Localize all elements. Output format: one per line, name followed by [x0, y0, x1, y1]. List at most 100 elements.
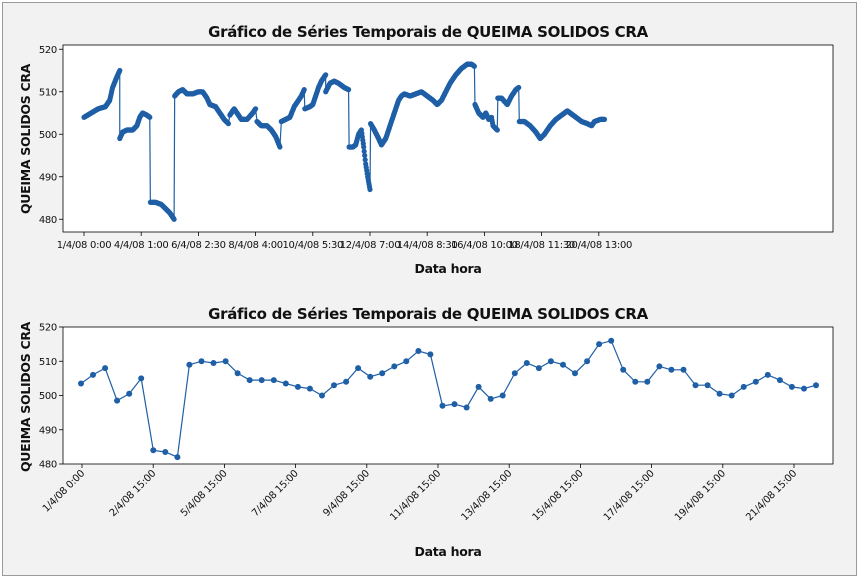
chart1-x-tick-label: 4/4/08 1:00	[114, 240, 169, 251]
chart2-x-tick-label: 19/4/08 15:00	[673, 468, 728, 523]
chart2-data-point	[776, 377, 783, 384]
chart2-data-point	[415, 348, 422, 354]
chart1-series-segment	[323, 78, 352, 95]
chart1-data-point	[516, 84, 522, 91]
chart1-data-point	[171, 216, 177, 222]
chart2-data-point	[801, 385, 807, 392]
chart1-y-axis-label: QUEIMA SOLIDOS CRA	[18, 63, 33, 214]
chart1-data-point	[301, 87, 307, 93]
chart2-data-point	[114, 397, 121, 404]
chart2-x-tick-label: 2/4/08 15:00	[108, 468, 159, 519]
chart2-data-point	[222, 358, 229, 365]
chart1-data-point	[362, 152, 368, 159]
chart1-series-segment	[227, 106, 259, 122]
chart2-data-point	[186, 361, 193, 368]
chart1-x-tick-label: 10/4/08 5:30	[283, 240, 344, 251]
chart2-data-point	[234, 370, 241, 377]
chart2-data-point	[499, 392, 506, 399]
chart2-x-tick-label: 15/4/08 15:00	[531, 468, 586, 523]
chart2-data-point	[547, 358, 554, 365]
chart1-series-connector	[369, 123, 372, 190]
chart1-series-connector	[496, 98, 499, 131]
chart2-data-point	[813, 382, 819, 389]
chart2-data-point	[343, 378, 350, 385]
chart2-data-point	[560, 361, 566, 368]
chart2-data-point	[680, 366, 687, 373]
chart2-data-point	[523, 360, 530, 366]
chart2-x-tick-label: 1/4/08 0:00	[41, 468, 87, 514]
chart1-series-segment	[516, 108, 608, 142]
chart2-data-point	[740, 383, 747, 390]
chart2-data-point	[126, 390, 133, 397]
chart1-y-tick-label: 500	[39, 130, 57, 141]
chart2-data-point	[246, 377, 253, 384]
chart2-data-point	[319, 392, 325, 399]
chart2-data-point	[258, 377, 265, 384]
chart2-x-tick-label: 17/4/08 15:00	[602, 468, 657, 523]
chart1-series	[81, 61, 608, 222]
chart2-data-point	[210, 360, 217, 366]
chart1-series-segment	[346, 127, 373, 193]
chart2-data-point	[162, 449, 169, 455]
chart2-data-point	[331, 382, 337, 389]
chart2-data-point	[391, 363, 398, 370]
chart2-title: Gráfico de Séries Temporais de QUEIMA SO…	[208, 305, 649, 323]
chart1-x-tick-label: 12/4/08 7:00	[340, 240, 401, 251]
chart2-series	[78, 337, 819, 461]
chart1-series-connector	[279, 121, 282, 148]
chart1-series-segment	[495, 84, 522, 108]
chart2-data-point	[788, 383, 795, 390]
chart2-data-point	[451, 401, 458, 408]
chart1-series-connector	[518, 87, 520, 122]
chart2-data-point	[355, 365, 362, 372]
chart2-data-point	[752, 378, 759, 385]
chart2-x-tick-label: 5/4/08 15:00	[179, 468, 230, 519]
chart2-data-point	[427, 351, 434, 358]
chart2-x-tick-label: 11/4/08 15:00	[388, 468, 443, 523]
chart2-data-point	[728, 392, 735, 399]
chart1-series-connector	[303, 89, 306, 109]
chart2-data-point	[439, 402, 446, 409]
chart1-x-tick-label: 8/4/08 4:00	[228, 240, 283, 251]
chart1-series-connector	[149, 117, 151, 203]
chart2-data-point	[511, 370, 518, 377]
chart1-series-connector	[173, 95, 176, 220]
chart2-x-tick-label: 21/4/08 15:00	[744, 468, 799, 523]
chart1-y-tick-label: 510	[39, 87, 57, 98]
chart2-plot-area	[62, 326, 834, 465]
chart2-data-point	[138, 375, 145, 382]
chart1-series-segment	[117, 110, 153, 142]
chart2-data-point	[764, 371, 771, 378]
chart2-data-point	[270, 377, 277, 384]
chart2-data-point	[668, 366, 675, 373]
chart2-data-point	[596, 341, 603, 348]
chart1-series-segment	[147, 199, 177, 222]
chart2-y-axis-label: QUEIMA SOLIDOS CRA	[18, 321, 33, 472]
chart1-y-tick-label: 480	[39, 215, 57, 226]
chart1-data-point	[346, 87, 352, 93]
chart1-series-connector	[347, 89, 350, 148]
chart1-data-point	[277, 144, 283, 150]
chart1-series-segment	[472, 101, 500, 133]
chart2-x-tick-label: 13/4/08 15:00	[459, 468, 514, 523]
chart2-data-point	[102, 365, 109, 372]
chart1-data-point	[361, 144, 367, 150]
chart2-x-tick-label: 9/4/08 15:00	[321, 468, 372, 519]
chart1-x-axis-label: Data hora	[415, 261, 482, 276]
chart1-x-tick-label: 6/4/08 2:30	[171, 240, 226, 251]
chart2-data-point	[294, 383, 301, 390]
chart1-data-point	[601, 116, 608, 122]
chart2-data-point	[644, 378, 651, 385]
chart1-data-point	[361, 148, 367, 154]
chart1-x-tick-label: 20/4/08 13:00	[565, 240, 632, 251]
chart2-data-point	[475, 383, 482, 390]
chart2-data-point	[198, 358, 205, 365]
chart2-data-point	[174, 454, 181, 461]
chart1-x-tick-label: 18/4/08 11:30	[508, 240, 575, 251]
chart2-y-tick-label: 510	[39, 357, 57, 368]
chart2-data-point	[78, 380, 84, 387]
chart1-series-segment	[368, 61, 477, 148]
chart2-data-point	[608, 337, 615, 344]
chart1-title: Gráfico de Séries Temporais de QUEIMA SO…	[208, 23, 649, 41]
